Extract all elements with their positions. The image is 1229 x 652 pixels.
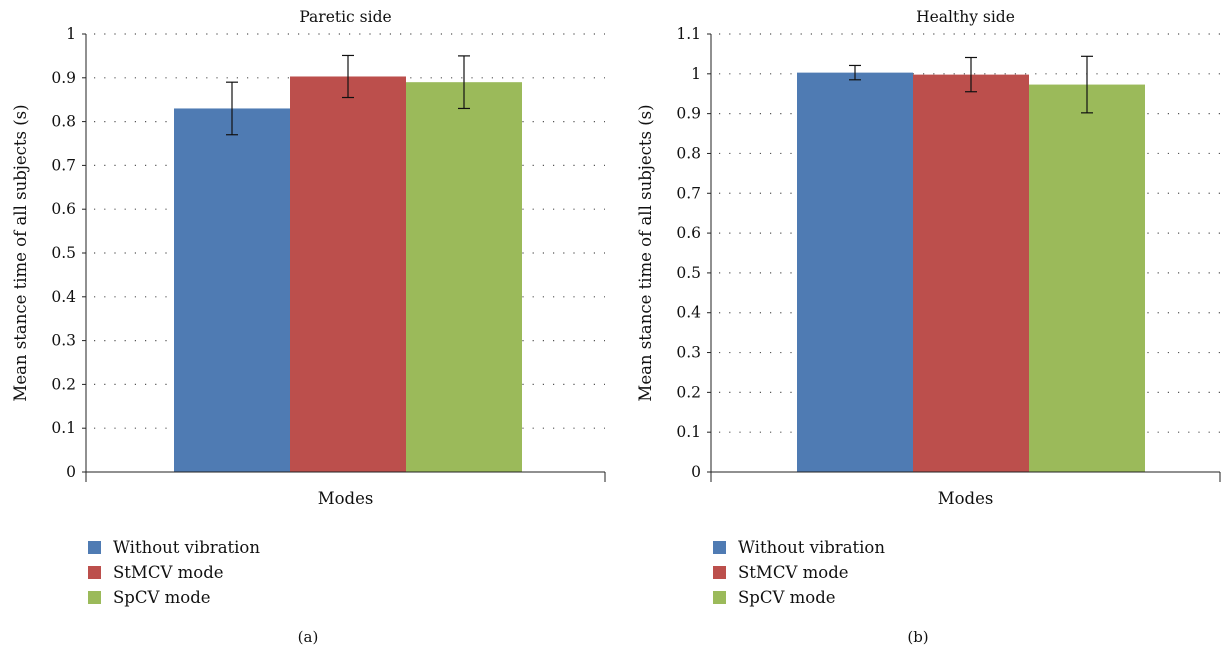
y-tick-label: 0.9 bbox=[51, 69, 76, 87]
legend-item: StMCV mode bbox=[713, 560, 885, 585]
bar bbox=[913, 74, 1029, 472]
y-tick-label: 0.1 bbox=[676, 423, 701, 441]
chart-title: Paretic side bbox=[299, 8, 391, 26]
legend-label: Without vibration bbox=[738, 538, 885, 557]
legend-swatch bbox=[713, 591, 726, 604]
legend-item: Without vibration bbox=[88, 535, 260, 560]
y-tick-label: 0.8 bbox=[51, 113, 76, 131]
legend-label: StMCV mode bbox=[113, 563, 224, 582]
y-tick-label: 0 bbox=[66, 463, 76, 481]
chart-panel-a: Paretic side 0 0.1 0.2 0.3 0.4 0.5 0.6 0.7 0.8 0.9… bbox=[0, 0, 614, 652]
y-tick-label: 0.6 bbox=[51, 200, 76, 218]
bar bbox=[1029, 84, 1145, 472]
bar bbox=[797, 72, 913, 473]
x-axis-label: Modes bbox=[938, 489, 994, 508]
legend-swatch bbox=[88, 591, 101, 604]
panel-label: (a) bbox=[297, 628, 319, 646]
y-axis-label: Mean stance time of all subjects (s) bbox=[11, 104, 30, 401]
y-tick-label: 0.4 bbox=[676, 304, 701, 322]
legend-item: Without vibration bbox=[713, 535, 885, 560]
legend-b: Without vibration StMCV mode SpCV mode bbox=[713, 535, 885, 610]
y-axis-label: Mean stance time of all subjects (s) bbox=[636, 104, 655, 401]
y-tick-label: 0 bbox=[691, 463, 701, 481]
y-tick-label: 0.6 bbox=[676, 224, 701, 242]
y-tick-label: 0.9 bbox=[676, 105, 701, 123]
y-tick-label: 0.5 bbox=[51, 244, 76, 262]
y-tick-label: 1 bbox=[66, 25, 76, 43]
legend-swatch bbox=[88, 541, 101, 554]
y-tick-label: 1 bbox=[691, 65, 701, 83]
y-tick-label: 0.4 bbox=[51, 288, 76, 306]
legend-item: StMCV mode bbox=[88, 560, 260, 585]
y-tick-label: 0.1 bbox=[51, 419, 76, 437]
chart-panel-b: Healthy side 0 0.1 0.2 0.3 0.4 0.5 0.6 0.7 0.8 0.9… bbox=[625, 0, 1229, 652]
legend-swatch bbox=[713, 541, 726, 554]
legend-label: Without vibration bbox=[113, 538, 260, 557]
legend-item: SpCV mode bbox=[88, 585, 260, 610]
y-tick-label: 0.7 bbox=[51, 156, 76, 174]
legend-swatch bbox=[88, 566, 101, 579]
chart-title: Healthy side bbox=[916, 8, 1015, 26]
y-tick-label: 0.2 bbox=[676, 383, 701, 401]
legend-swatch bbox=[713, 566, 726, 579]
y-tick-label: 0.3 bbox=[676, 344, 701, 362]
x-axis-label: Modes bbox=[318, 489, 374, 508]
y-tick-label: 0.8 bbox=[676, 144, 701, 162]
panel-label: (b) bbox=[907, 628, 929, 646]
bar bbox=[290, 76, 406, 473]
chart-b: Healthy side 0 0.1 0.2 0.3 0.4 0.5 0.6 0.7 0.8 0.9… bbox=[636, 8, 1221, 508]
y-tick-label: 0.3 bbox=[51, 332, 76, 350]
legend-label: StMCV mode bbox=[738, 563, 849, 582]
y-tick-label: 0.2 bbox=[51, 375, 76, 393]
legend-label: SpCV mode bbox=[113, 588, 211, 607]
bar bbox=[406, 82, 522, 473]
y-tick-label: 0.5 bbox=[676, 264, 701, 282]
legend-label: SpCV mode bbox=[738, 588, 836, 607]
y-tick-label: 0.7 bbox=[676, 184, 701, 202]
y-tick-label: 1.1 bbox=[676, 25, 701, 43]
legend-a: Without vibration StMCV mode SpCV mode bbox=[88, 535, 260, 610]
chart-a: Paretic side 0 0.1 0.2 0.3 0.4 0.5 0.6 0.7 0.8 0.9… bbox=[11, 8, 606, 508]
legend-item: SpCV mode bbox=[713, 585, 885, 610]
bar bbox=[174, 108, 290, 473]
